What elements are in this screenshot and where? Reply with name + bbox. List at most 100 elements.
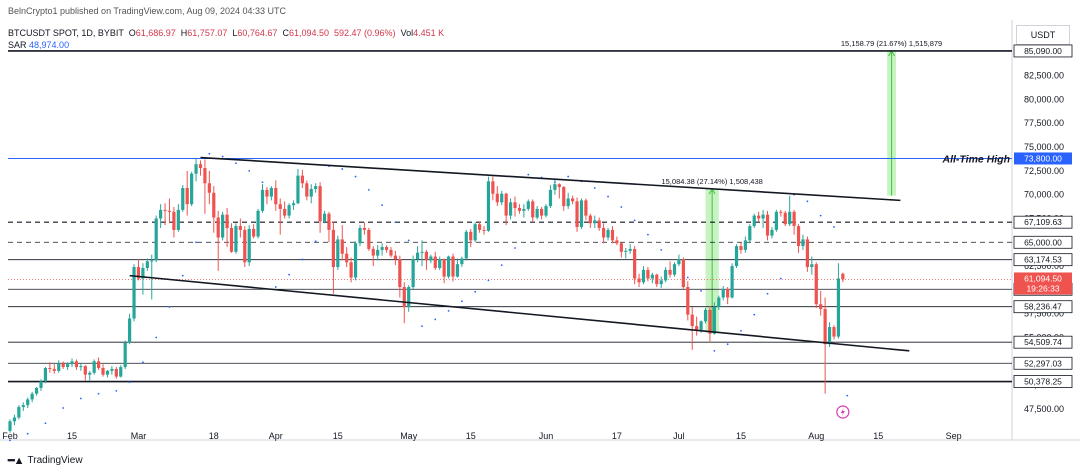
- candle-body: [150, 260, 154, 262]
- candle-body: [322, 213, 327, 222]
- candle-body: [97, 361, 101, 368]
- candle-body: [260, 189, 265, 211]
- candle-body: [287, 205, 291, 216]
- price-level-tag: [1013, 44, 1073, 58]
- candle-body: [765, 214, 770, 236]
- all-time-high-text: All-Time High: [942, 153, 1010, 165]
- candle-body: [482, 229, 486, 231]
- x-tick-label: 15: [333, 431, 343, 441]
- candle-body: [579, 200, 584, 228]
- price-level-tag: [1013, 356, 1073, 370]
- candle-body: [119, 367, 123, 377]
- candle-body: [726, 288, 730, 298]
- candle-body: [442, 259, 446, 277]
- price-level-label: 50,378.25: [1024, 377, 1062, 387]
- currency-button[interactable]: USDT: [1016, 25, 1070, 45]
- candle-body: [185, 188, 189, 205]
- candle-body: [114, 368, 118, 377]
- candle-body: [783, 212, 787, 225]
- price-level-tag: [1013, 253, 1073, 267]
- candle-body: [159, 209, 163, 219]
- candle-body: [238, 226, 242, 230]
- sar-dot: [700, 289, 702, 292]
- candle-body: [438, 259, 442, 268]
- published-by-text: BelnCrypto1 published on TradingView.com…: [8, 6, 287, 16]
- candle-body: [225, 214, 229, 228]
- candle-body: [318, 186, 322, 222]
- candle-body: [752, 215, 756, 227]
- sar-dot: [44, 422, 47, 425]
- candle-body: [500, 193, 504, 203]
- candle-body: [646, 269, 650, 279]
- candle-body: [602, 228, 606, 238]
- candle-body: [256, 210, 260, 237]
- sar-dot: [460, 300, 463, 303]
- candle-body: [172, 211, 176, 230]
- candle-body: [535, 208, 539, 218]
- candle-body: [79, 366, 83, 368]
- candle-body: [522, 208, 526, 211]
- candle-body: [353, 243, 358, 278]
- high-value: 61,757.07: [187, 28, 228, 38]
- candle-body: [283, 208, 287, 216]
- sar-dot: [833, 226, 835, 228]
- measure-label: 15,084.38 (27.14%) 1,508,438: [661, 177, 762, 186]
- x-tick-label: Sep: [946, 431, 962, 441]
- candle-body: [451, 256, 455, 277]
- countdown-label: 19:26:33: [1026, 283, 1059, 293]
- close-label: C: [282, 28, 289, 38]
- candle-body: [57, 363, 61, 371]
- sar-label: SAR: [8, 40, 27, 50]
- candle-body: [801, 239, 805, 247]
- candle-body: [460, 258, 464, 265]
- x-tick-label: 15: [873, 431, 883, 441]
- candle-body: [486, 181, 491, 231]
- candle-body: [269, 188, 273, 197]
- candle-body: [610, 229, 615, 241]
- candle-body: [717, 297, 721, 308]
- candle-body: [686, 287, 690, 315]
- vol-label: Vol: [400, 28, 414, 38]
- candle-body: [136, 267, 141, 279]
- sar-dot: [740, 329, 742, 332]
- candle-body: [43, 368, 48, 382]
- candle-body: [650, 274, 654, 279]
- candle-body: [628, 248, 632, 251]
- candle-body: [562, 187, 566, 207]
- candle-body: [544, 206, 548, 216]
- candle-body: [761, 214, 765, 219]
- candle-body: [48, 368, 52, 369]
- price-level-label: 52,297.03: [1024, 358, 1062, 368]
- candle-body: [278, 204, 282, 209]
- sar-dot: [367, 189, 370, 191]
- low-label: L: [232, 28, 238, 38]
- sar-dot: [567, 175, 570, 178]
- candle-body: [792, 211, 796, 227]
- sar-dot: [819, 214, 822, 217]
- candle-body: [819, 304, 823, 309]
- y-tick-label: 62,500.00: [1024, 261, 1064, 271]
- sar-dot: [142, 361, 144, 364]
- price-level-label: 65,000.00: [1024, 237, 1062, 247]
- candle-body: [796, 226, 801, 247]
- candle-body: [274, 188, 278, 205]
- candle-body: [517, 208, 522, 211]
- sar-dot: [208, 152, 211, 155]
- y-tick-label: 77,500.00: [1024, 118, 1064, 128]
- symbol-name[interactable]: BTCUSDT SPOT, 1D, BYBIT: [8, 28, 124, 38]
- sar-dot: [407, 239, 410, 242]
- candle-body: [699, 321, 703, 330]
- x-tick-label: 17: [612, 431, 622, 441]
- candle-body: [34, 388, 39, 394]
- candle-body: [597, 220, 601, 228]
- tradingview-logo-icon: ━▲: [8, 455, 24, 467]
- candle-body: [730, 266, 734, 298]
- candle-body: [429, 256, 433, 261]
- candle-body: [841, 273, 845, 280]
- candle-body: [805, 239, 809, 268]
- sar-legend[interactable]: SAR 48,974.00: [8, 40, 69, 50]
- candle-body: [708, 309, 712, 334]
- candle-body: [575, 201, 579, 228]
- candle-body: [655, 274, 659, 285]
